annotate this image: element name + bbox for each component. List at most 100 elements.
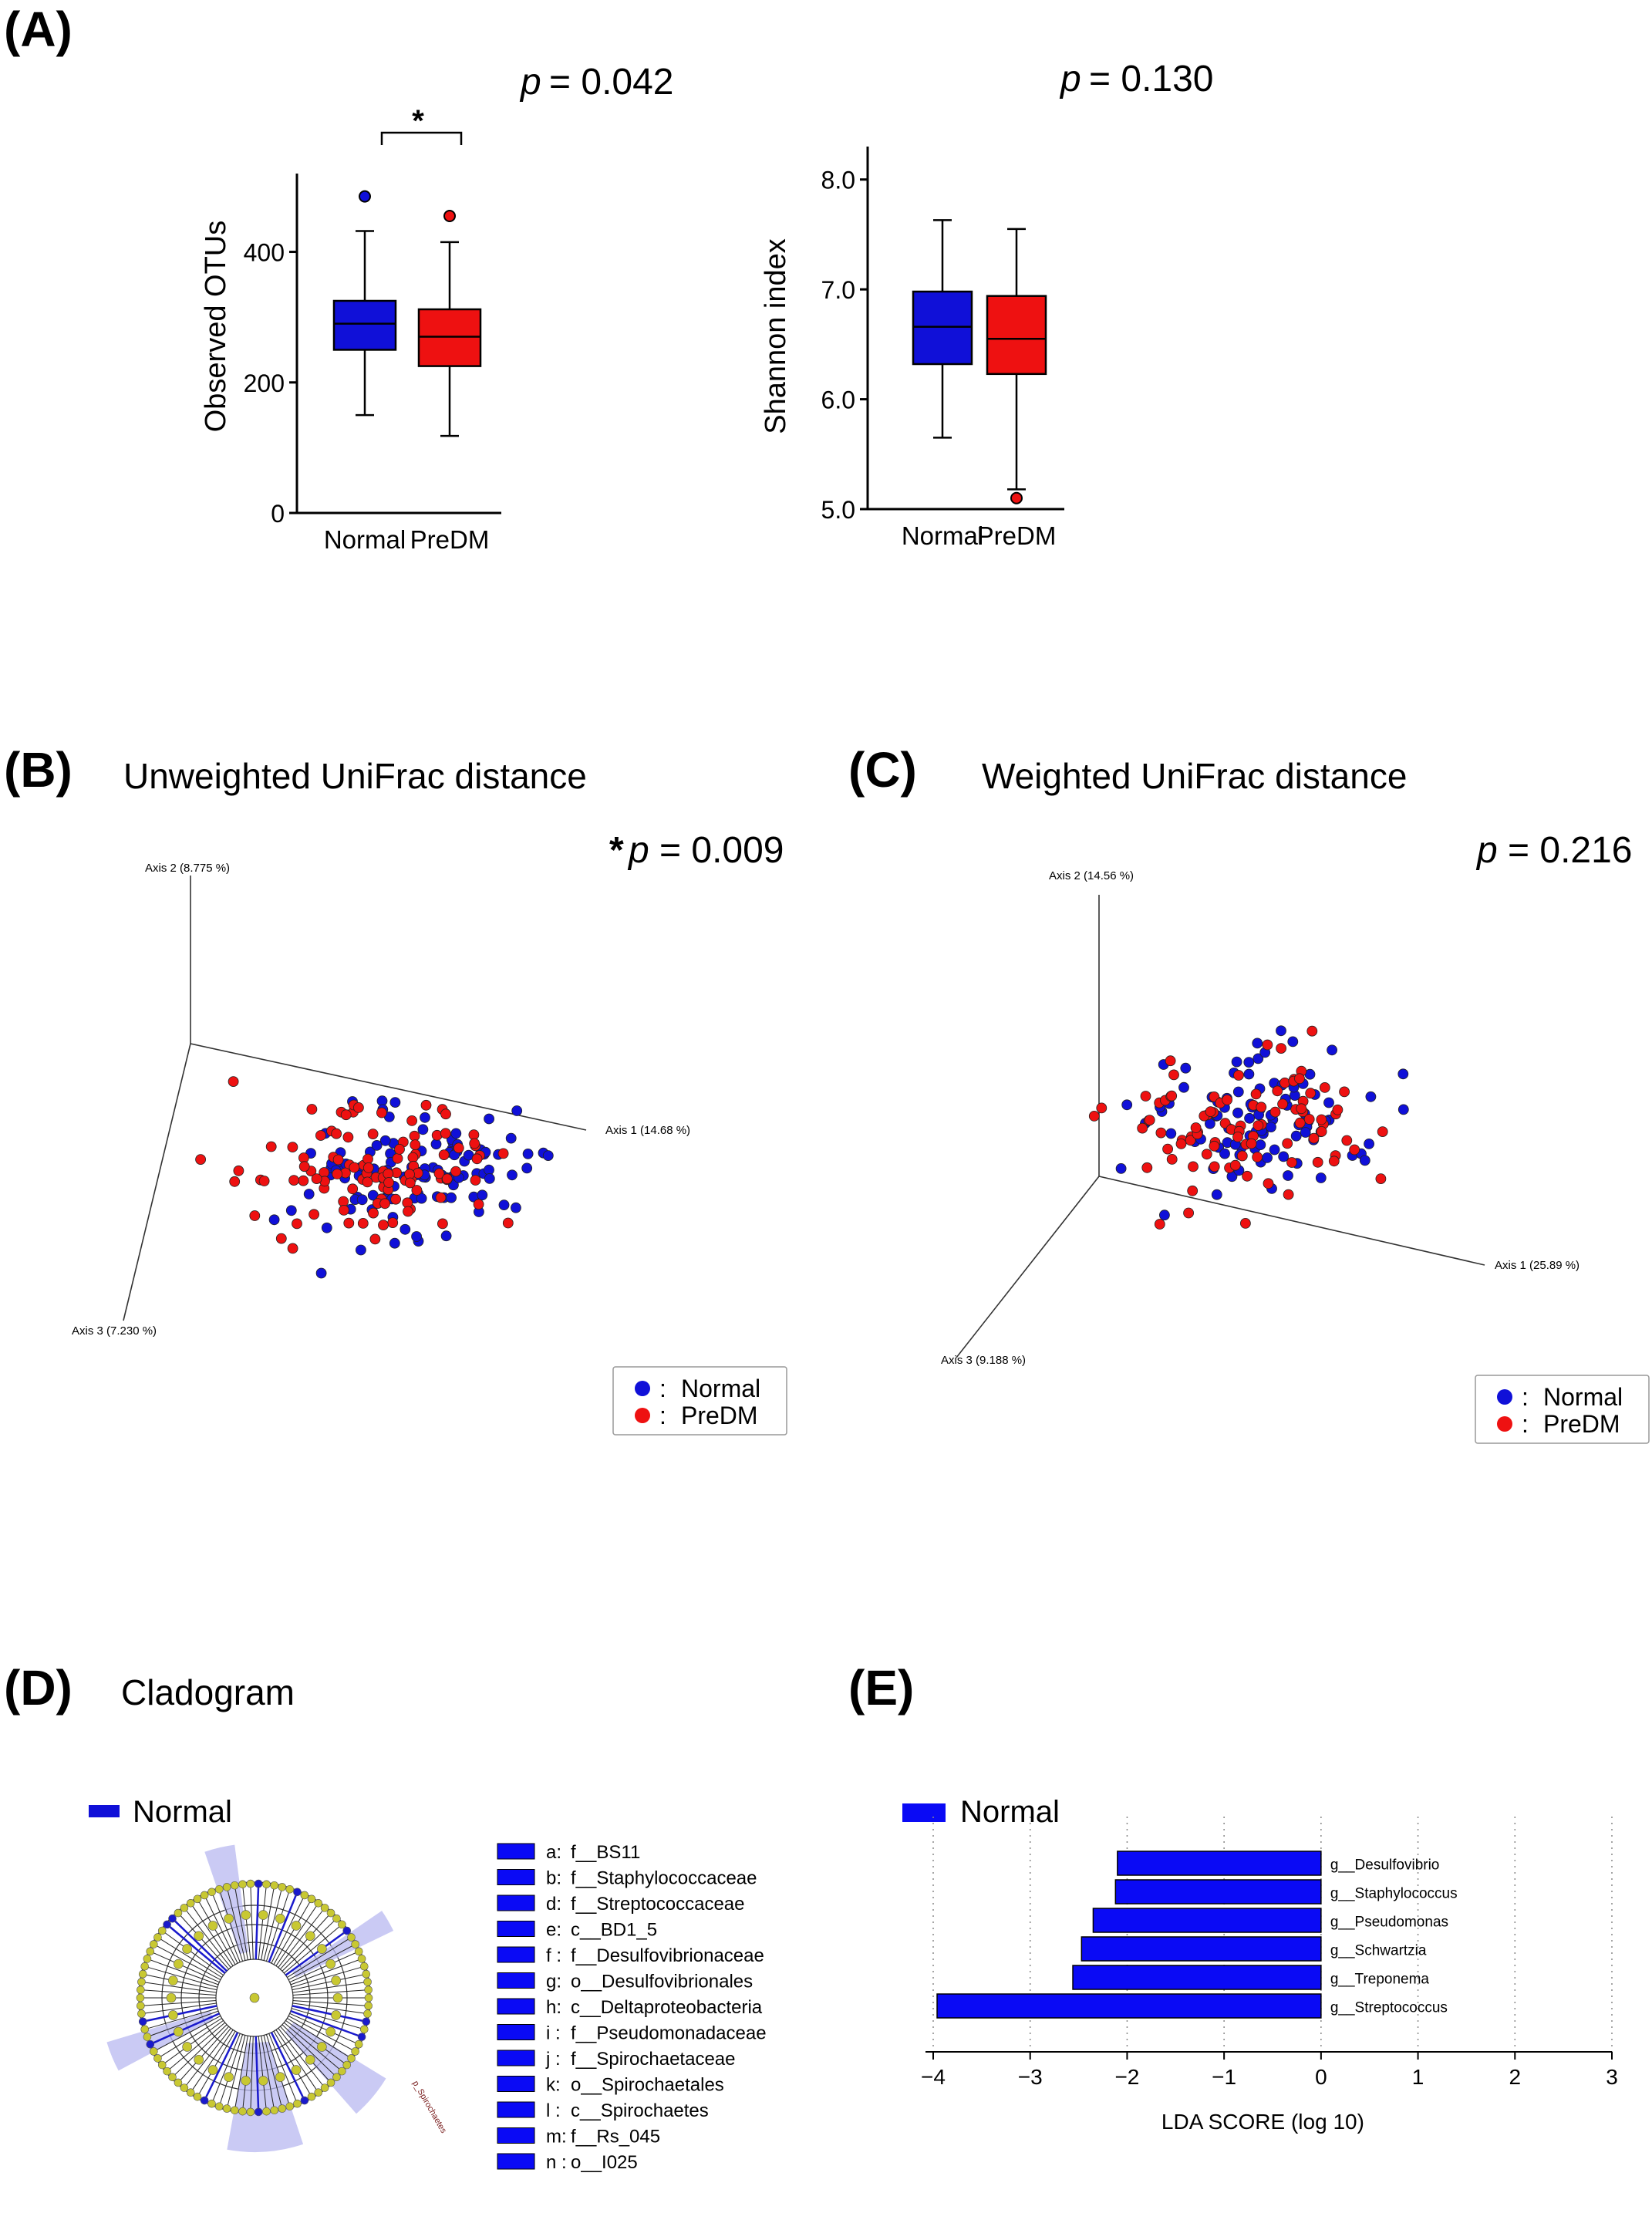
cladogram-branch [292, 1973, 366, 1991]
x-tick-label: Normal [324, 525, 406, 554]
y-tick-label: 7.0 [821, 276, 855, 304]
normal-sample-point [389, 1097, 401, 1108]
cladogram-branch [142, 2005, 217, 2023]
significance-bracket [380, 131, 463, 145]
normal-sample-point [411, 1231, 422, 1242]
normal-sample-point [1278, 1151, 1290, 1162]
cladogram-key-swatch [497, 2127, 535, 2144]
cladogram-leaf-node [207, 1888, 216, 1897]
predm-sample-point [1306, 1025, 1318, 1037]
normal-sample-point [1252, 1037, 1263, 1049]
normal-sample-point [1327, 1044, 1337, 1056]
cladogram-key-swatch [497, 1946, 535, 1963]
cladogram-leaf-node [137, 2009, 146, 2018]
lda-bar [1114, 1879, 1322, 1905]
normal-sample-point [1115, 1163, 1127, 1174]
cladogram-leaf-node [207, 2099, 216, 2108]
cladogram-branch [211, 1891, 241, 1962]
shannon-ylabel: Shannon index [760, 238, 792, 434]
predm-sample-point [338, 1205, 349, 1216]
cladogram-leaf-node [293, 1888, 302, 1897]
cladogram-branch [268, 1891, 298, 1963]
predm-legend-label: PreDM [1543, 1410, 1620, 1438]
cladogram-leaf-node [168, 2073, 177, 2082]
predm-sample-point [502, 1217, 514, 1229]
predm-sample-point [1190, 1122, 1202, 1133]
cladogram-branch [242, 1884, 251, 1960]
lda-bar [936, 1993, 1322, 2019]
axis-1-label: Axis 1 (14.68 %) [605, 1124, 690, 1137]
cladogram-branch [292, 1981, 368, 1993]
axis-3-line [123, 1043, 191, 1321]
cladogram-leaf-node [146, 2039, 155, 2049]
cladogram-key-swatch [497, 2024, 535, 2040]
cladogram-leaf-node [200, 2096, 209, 2105]
predm-sample-point [406, 1115, 417, 1126]
predm-sample-point [1183, 1207, 1194, 1219]
significance-star: * [412, 104, 424, 138]
cladogram-branch [242, 2036, 251, 2112]
predm-sample-point [440, 1128, 451, 1139]
predm-sample-point [362, 1176, 373, 1188]
cladogram-leaf-node [193, 1894, 202, 1904]
predm-sample-point [1262, 1039, 1273, 1051]
cladogram-leaf-node [214, 2102, 224, 2111]
cladogram-branch [218, 2034, 244, 2107]
normal-sample-point [268, 1214, 280, 1226]
cladogram-leaf-node [354, 2039, 363, 2049]
cladogram-branch [270, 2032, 306, 2101]
cladogram-internal-node [331, 2010, 341, 2020]
legend-separator: : [659, 1375, 666, 1402]
cladogram-branch [234, 2036, 248, 2110]
cladogram-branch [280, 1912, 332, 1970]
normal-sample-point [505, 1132, 517, 1144]
cladogram-branch [157, 2018, 222, 2059]
normal-sample-point [1323, 1097, 1334, 1108]
cladogram-branch [268, 2033, 298, 2104]
lda-x-tick-label: −4 [921, 2065, 946, 2089]
cladogram-leaf-node [186, 1899, 195, 1908]
normal-sample-point [389, 1237, 400, 1249]
unweighted-unifrac-plot: Axis 1 (14.68 %) Axis 2 (8.775 %) Axis 3 (… [72, 862, 787, 1436]
predm-sample-point [1154, 1219, 1165, 1230]
normal-sample-point [430, 1139, 442, 1150]
panel-c: (C) Weighted UniFrac distance p = 0.216 … [848, 742, 1650, 1444]
cladogram-branch [283, 2022, 342, 2072]
predm-sample-point [1096, 1102, 1108, 1114]
cladogram-branch [265, 1889, 291, 1962]
cladogram-key-swatch [497, 2050, 535, 2066]
predm-sample-point [1296, 1103, 1307, 1115]
cladogram-leaf-node [320, 2083, 329, 2092]
cladogram-leaf-node [231, 1881, 239, 1890]
predm-sample-point [1277, 1098, 1288, 1110]
predm-sample-point [1272, 1085, 1283, 1097]
cladogram-branch [250, 2036, 254, 2112]
cladogram-internal-node [331, 1975, 341, 1986]
cladogram-branch [150, 2013, 220, 2046]
cladogram-branch [157, 1937, 222, 1978]
predm-legend-label: PreDM [681, 1402, 758, 1429]
cladogram-branch [204, 1894, 238, 1964]
box-outlier [359, 190, 371, 203]
lda-bar [1117, 1851, 1322, 1876]
cladogram-leaf-node [307, 2092, 316, 2101]
predm-sample-point [437, 1218, 448, 1230]
predm-sample-point [394, 1144, 405, 1155]
predm-sample-point [1305, 1088, 1317, 1099]
panel-b: (B) Unweighted UniFrac distance * p = 0.… [4, 742, 787, 1436]
cladogram-branch [288, 1944, 356, 1980]
y-tick-label: 8.0 [821, 167, 855, 194]
cladogram-leaf-node [143, 1955, 152, 1963]
cladogram-branch [273, 1898, 312, 1965]
axis-3-label: Axis 3 (9.188 %) [941, 1354, 1026, 1367]
cladogram-key-taxon: f__BS11 [571, 1842, 640, 1863]
cladogram-internal-node [332, 1992, 343, 2003]
panel-d-letter: (D) [4, 1660, 72, 1716]
shannon-p-value: = 0.130 [1089, 59, 1213, 100]
predm-sample-point [411, 1185, 423, 1196]
predm-sample-point [1276, 1043, 1286, 1054]
cladogram-leaf-node [347, 2054, 356, 2063]
cladogram-branch [167, 2022, 226, 2072]
cladogram-key-letter: f : [546, 1945, 561, 1966]
